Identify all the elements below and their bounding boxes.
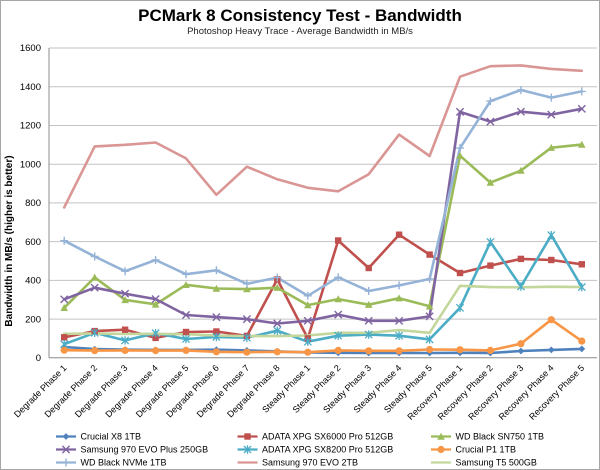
svg-text:Degrade Phase 3: Degrade Phase 3 <box>73 363 130 420</box>
svg-text:Samsung 970 EVO Plus 250GB: Samsung 970 EVO Plus 250GB <box>81 445 209 455</box>
svg-text:Recovery Phase 1: Recovery Phase 1 <box>405 363 464 422</box>
svg-text:Degrade Phase 7: Degrade Phase 7 <box>195 363 252 420</box>
svg-text:200: 200 <box>25 314 41 325</box>
svg-text:Degrade Phase 2: Degrade Phase 2 <box>43 363 100 420</box>
svg-text:Recovery Phase 4: Recovery Phase 4 <box>497 363 556 422</box>
svg-text:Degrade Phase 1: Degrade Phase 1 <box>12 363 69 420</box>
svg-text:1000: 1000 <box>20 159 41 170</box>
svg-text:WD Black NVMe 1TB: WD Black NVMe 1TB <box>81 458 167 468</box>
svg-text:600: 600 <box>25 237 41 248</box>
svg-text:Crucial P1 1TB: Crucial P1 1TB <box>456 445 517 455</box>
svg-text:Degrade Phase 8: Degrade Phase 8 <box>225 363 282 420</box>
svg-text:Samsung T5 500GB: Samsung T5 500GB <box>456 458 537 468</box>
svg-text:ADATA XPG SX6000 Pro 512GB: ADATA XPG SX6000 Pro 512GB <box>262 432 393 442</box>
svg-text:400: 400 <box>25 276 41 287</box>
svg-text:Recovery Phase 3: Recovery Phase 3 <box>466 363 525 422</box>
svg-text:1400: 1400 <box>20 82 41 93</box>
svg-text:ADATA XPG SX8200 Pro 512GB: ADATA XPG SX8200 Pro 512GB <box>262 445 393 455</box>
svg-text:Crucial X8 1TB: Crucial X8 1TB <box>81 432 142 442</box>
svg-text:Recovery Phase 2: Recovery Phase 2 <box>436 363 495 422</box>
svg-text:0: 0 <box>36 353 41 364</box>
svg-text:WD Black SN750 1TB: WD Black SN750 1TB <box>456 432 545 442</box>
svg-text:Degrade Phase 4: Degrade Phase 4 <box>103 363 160 420</box>
svg-text:800: 800 <box>25 198 41 209</box>
svg-text:1600: 1600 <box>20 43 41 54</box>
svg-text:Degrade Phase 5: Degrade Phase 5 <box>134 363 191 420</box>
svg-text:Recovery Phase 5: Recovery Phase 5 <box>527 363 586 422</box>
svg-text:1200: 1200 <box>20 121 41 132</box>
svg-text:Degrade Phase 6: Degrade Phase 6 <box>164 363 221 420</box>
svg-text:Samsung 970 EVO 2TB: Samsung 970 EVO 2TB <box>262 458 358 468</box>
svg-text:Bandwidth in MB/s (higher is b: Bandwidth in MB/s (higher is better) <box>4 155 15 326</box>
